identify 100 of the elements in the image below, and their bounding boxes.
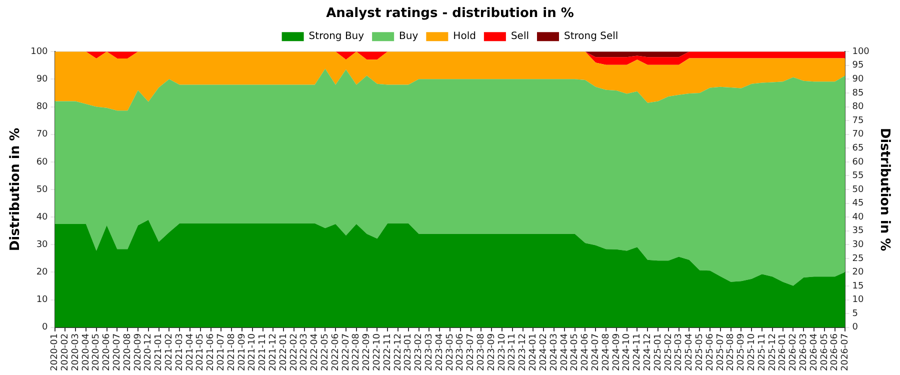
x-tick-label: 2026-02 <box>788 333 799 372</box>
x-tick-label: 2023-09 <box>486 333 497 372</box>
x-tick-label: 2023-04 <box>434 333 445 372</box>
y2-tick-label: 70 <box>852 130 864 140</box>
x-tick-label: 2025-06 <box>705 333 716 372</box>
x-tick-label: 2021-12 <box>268 333 279 372</box>
x-tick-label: 2021-04 <box>185 333 196 372</box>
x-tick-label: 2021-09 <box>237 333 248 372</box>
x-tick-label: 2022-04 <box>310 333 320 372</box>
y2-tick-label: 40 <box>852 212 864 222</box>
x-tick-label: 2022-07 <box>341 333 352 372</box>
y2-tick-label: 0 <box>852 322 858 333</box>
x-tick-label: 2023-12 <box>518 333 528 372</box>
x-tick-label: 2022-12 <box>393 333 404 372</box>
y-tick-label: 0 <box>42 322 48 333</box>
x-tick-label: 2020-12 <box>144 333 154 372</box>
x-tick-label: 2022-03 <box>300 333 310 372</box>
legend-label: Buy <box>399 31 418 42</box>
x-tick-label: 2024-12 <box>642 333 653 372</box>
x-tick-label: 2025-01 <box>653 333 664 372</box>
x-tick-label: 2020-02 <box>60 333 71 372</box>
y-tick-label: 10 <box>36 295 48 306</box>
x-tick-label: 2022-05 <box>320 333 331 372</box>
x-tick-label: 2020-03 <box>70 333 81 372</box>
x-tick-label: 2023-10 <box>497 333 508 372</box>
x-tick-label: 2026-01 <box>778 333 788 372</box>
y2-tick-label: 30 <box>852 240 864 250</box>
y2-axis-title: Distribution in % <box>876 128 892 252</box>
y2-tick-label: 25 <box>852 254 864 264</box>
x-tick-label: 2024-06 <box>580 333 591 372</box>
x-tick-label: 2023-07 <box>466 333 476 372</box>
x-tick-label: 2023-02 <box>414 333 424 372</box>
x-tick-label: 2025-04 <box>684 333 695 372</box>
x-tick-label: 2023-05 <box>445 333 456 372</box>
y2-tick-label: 50 <box>852 184 864 195</box>
x-tick-label: 2026-06 <box>830 333 840 372</box>
x-tick-label: 2024-04 <box>560 333 570 372</box>
x-tick-label: 2021-07 <box>216 333 227 372</box>
chart-title: Analyst ratings - distribution in % <box>326 6 574 22</box>
y2-tick-label: 85 <box>852 88 864 98</box>
x-tick-label: 2026-04 <box>809 333 820 372</box>
legend-label: Hold <box>453 31 476 42</box>
x-tick-label: 2021-01 <box>154 333 164 372</box>
y2-tick-label: 60 <box>852 157 864 168</box>
x-tick-label: 2022-08 <box>352 333 362 372</box>
x-tick-label: 2022-10 <box>372 333 383 372</box>
x-tick-label: 2026-03 <box>798 333 809 372</box>
x-tick-label: 2022-02 <box>289 333 300 372</box>
x-tick-label: 2023-01 <box>404 333 414 372</box>
x-tick-label: 2020-07 <box>112 333 123 372</box>
x-tick-label: 2020-06 <box>102 333 112 372</box>
y-tick-label: 20 <box>36 268 48 278</box>
x-tick-label: 2022-11 <box>382 333 393 372</box>
y2-tick-label: 100 <box>852 46 870 57</box>
y-tick-label: 30 <box>36 240 48 250</box>
y-tick-label: 60 <box>36 157 48 168</box>
x-tick-label: 2024-07 <box>590 333 601 372</box>
y-tick-label: 40 <box>36 212 48 222</box>
y-tick-label: 90 <box>36 74 48 85</box>
x-tick-label: 2020-08 <box>122 333 133 372</box>
x-tick-label: 2023-06 <box>456 333 466 372</box>
y2-tick-label: 95 <box>852 60 864 71</box>
y2-tick-label: 20 <box>852 268 864 278</box>
legend-label: Strong Sell <box>564 31 618 42</box>
x-tick-label: 2024-01 <box>528 333 539 372</box>
x-tick-label: 2021-11 <box>258 333 268 372</box>
x-tick-label: 2023-08 <box>476 333 487 372</box>
y2-tick-label: 15 <box>852 281 864 292</box>
x-tick-label: 2021-05 <box>196 333 206 372</box>
x-tick-label: 2022-09 <box>362 333 372 372</box>
y-tick-label: 50 <box>36 184 48 195</box>
y2-tick-label: 65 <box>852 143 864 154</box>
x-tick-label: 2024-09 <box>612 333 622 372</box>
y-axis-title: Distribution in % <box>8 128 24 252</box>
y2-tick-label: 45 <box>852 198 864 209</box>
x-tick-label: 2024-11 <box>632 333 643 372</box>
x-tick-label: 2021-03 <box>174 333 185 372</box>
x-tick-label: 2023-03 <box>424 333 435 372</box>
y2-tick-label: 5 <box>852 308 858 319</box>
x-tick-label: 2024-03 <box>549 333 560 372</box>
x-tick-label: 2022-01 <box>278 333 289 372</box>
x-tick-label: 2020-01 <box>50 333 60 372</box>
y-tick-label: 70 <box>36 130 48 140</box>
x-tick-label: 2021-02 <box>164 333 175 372</box>
x-tick-label: 2026-07 <box>840 333 851 372</box>
x-tick-label: 2024-10 <box>622 333 632 372</box>
x-tick-label: 2025-09 <box>736 333 747 372</box>
x-tick-label: 2025-05 <box>694 333 705 372</box>
x-tick-label: 2026-05 <box>820 333 830 372</box>
x-tick-label: 2025-10 <box>746 333 757 372</box>
y2-tick-label: 75 <box>852 116 864 126</box>
legend-label: Strong Buy <box>308 31 364 42</box>
y2-tick-label: 90 <box>852 74 864 85</box>
y-tick-label: 100 <box>30 46 48 57</box>
x-tick-label: 2025-03 <box>674 333 684 372</box>
y2-tick-label: 10 <box>852 295 864 306</box>
x-tick-label: 2020-05 <box>92 333 102 372</box>
y2-tick-label: 35 <box>852 226 864 236</box>
x-tick-label: 2025-07 <box>716 333 726 372</box>
x-tick-label: 2022-06 <box>330 333 341 372</box>
